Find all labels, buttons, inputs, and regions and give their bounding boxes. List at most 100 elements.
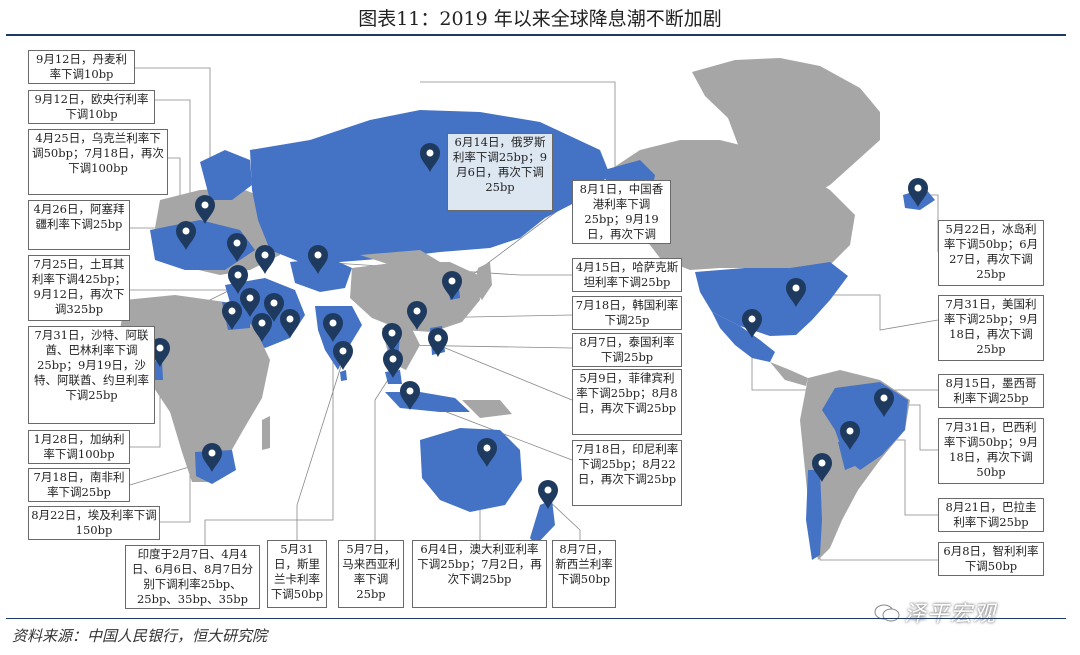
pin-body-paraguay: [840, 421, 860, 450]
map-pin-icon: [308, 244, 328, 274]
pin-dot-chile: [818, 459, 826, 467]
pin-body-iceland: [908, 178, 928, 207]
land-masses: [120, 58, 935, 560]
pin-body-india: [323, 313, 343, 342]
land-new-zealand: [530, 500, 555, 545]
label-southafrica: 7月18日，南非利率下调25bp: [28, 468, 130, 502]
leader-line-malaysia: [374, 371, 394, 540]
chart-title: 图表11：2019 年以来全球降息潮不断加剧: [358, 8, 722, 30]
pin-dot-thailand: [388, 329, 396, 337]
pin-dot-philippines: [434, 334, 442, 342]
label-brazil: 7月31日，巴西利率下调50bp；9月18日，再次下调50bp: [938, 418, 1044, 484]
map-pin-icon: [280, 309, 300, 338]
land-russia: [250, 110, 610, 262]
label-newzealand: 8月7日，新西兰利率下调50bp: [552, 540, 616, 608]
pin-body-gulf-1: [240, 288, 260, 317]
map-pin-icon: [477, 438, 497, 467]
label-malaysia: 5月7日，马来西亚利率下调25bp: [338, 540, 404, 608]
pin-dot-gulf-3: [258, 319, 266, 327]
land-central-america: [770, 362, 808, 386]
label-azerbaijan: 4月26日，阿塞拜疆利率下调25bp: [28, 200, 130, 250]
pin-body-indonesia: [400, 381, 420, 410]
land-usa: [695, 262, 848, 336]
map-pin-icon: [812, 453, 832, 482]
pin-dot-usa: [792, 284, 800, 292]
pin-body-denmark: [195, 195, 215, 224]
land-sri-lanka: [340, 370, 347, 381]
pin-body-newzealand: [538, 480, 558, 509]
map-pin-icon: [227, 233, 247, 262]
pin-body-australia: [477, 438, 497, 467]
leader-line-russia: [420, 81, 616, 185]
label-korea: 7月18日，韩国利率下调25p: [572, 296, 682, 330]
map-pin-icon: [383, 349, 403, 378]
map-pin-icon: [150, 338, 170, 367]
leader-line-india: [204, 336, 334, 545]
land-kazakhstan: [290, 258, 352, 292]
pin-dot-turkey: [234, 271, 242, 279]
pin-body-usa: [786, 278, 806, 307]
pin-body-mexico: [742, 309, 762, 338]
pin-dot-russia: [426, 149, 434, 157]
map-pin-icon: [428, 328, 448, 357]
map-pin-icon: [874, 388, 894, 417]
pin-body-southafrica: [202, 443, 222, 472]
label-chile: 6月8日，智利利率下调50bp: [938, 542, 1044, 576]
pin-body-azerbaijan: [255, 245, 275, 274]
map-pin-icon: [323, 313, 343, 342]
pin-dot-azerbaijan: [261, 251, 269, 259]
pin-body-ukraine: [227, 233, 247, 262]
pin-dot-mexico: [748, 315, 756, 323]
pin-body-philippines: [428, 328, 448, 357]
pin-body-russia: [420, 143, 440, 172]
map-pin-icon: [407, 301, 427, 330]
pin-body-malaysia: [383, 349, 403, 378]
label-ecb: 9月12日，欧央行利率下调10bp: [28, 90, 155, 124]
map-pin-icon: [264, 293, 284, 322]
pin-dot-kazakhstan: [314, 251, 322, 259]
map-pin-icon: [742, 309, 762, 338]
land-canada: [610, 140, 855, 270]
pin-dot-gulf-2: [228, 307, 236, 315]
label-indonesia: 7月18日，印尼利率下调25bp；8月22日，再次下调25bp: [572, 440, 682, 506]
pin-body-gulf-2: [222, 301, 242, 330]
pin-dot-gulf-4: [270, 299, 278, 307]
pin-dot-gulf-5: [286, 315, 294, 323]
pin-dot-brazil: [880, 394, 888, 402]
pin-body-srilanka: [333, 341, 353, 370]
land-japan: [474, 262, 492, 300]
pin-dot-malaysia: [389, 355, 397, 363]
label-ukraine: 4月25日，乌克兰利率下调50bp；7月18日，再次下调100bp: [28, 129, 168, 195]
land-indonesia: [385, 392, 470, 412]
label-kazakhstan: 4月15日，哈萨克斯坦利率下调25bp: [572, 258, 682, 292]
map-pin-icon: [228, 265, 248, 294]
map-pin-icon: [442, 271, 462, 300]
label-denmark: 9月12日，丹麦利率下调10bp: [28, 50, 135, 84]
location-pins: [150, 143, 928, 509]
label-paraguay: 8月21日，巴拉圭利率下调25bp: [938, 498, 1044, 532]
pin-dot-india: [329, 319, 337, 327]
map-pin-icon: [382, 323, 402, 352]
pin-dot-hongkong: [448, 277, 456, 285]
footer-rule: [6, 618, 1066, 619]
pin-dot-gulf-1: [246, 294, 254, 302]
leader-line-newzealand: [547, 499, 581, 540]
leader-line-philippines: [437, 344, 573, 401]
pin-body-kazakhstan: [308, 244, 328, 274]
pin-dot-newzealand: [544, 486, 552, 494]
map-pin-icon: [202, 443, 222, 472]
label-usa: 7月31日，美国利率下调25bp；9月18日，再次下调25bp: [938, 295, 1044, 361]
leader-line-usa: [796, 294, 939, 331]
map-pin-icon: [420, 143, 440, 172]
pin-dot-indonesia: [406, 387, 414, 395]
pin-body-brazil: [874, 388, 894, 417]
label-australia: 6月4日，澳大利亚利率下调25bp；7月2日，再次下调25bp: [412, 540, 547, 608]
label-srilanka: 5月31日，斯里兰卡利率下调50bp: [267, 540, 327, 608]
pin-body-thailand: [382, 323, 402, 352]
land-madagascar: [262, 416, 270, 450]
pin-dot-ukraine: [233, 239, 241, 247]
pin-dot-paraguay: [846, 427, 854, 435]
brand-name: 泽平宏观: [904, 602, 997, 627]
land-greenland: [692, 58, 880, 202]
